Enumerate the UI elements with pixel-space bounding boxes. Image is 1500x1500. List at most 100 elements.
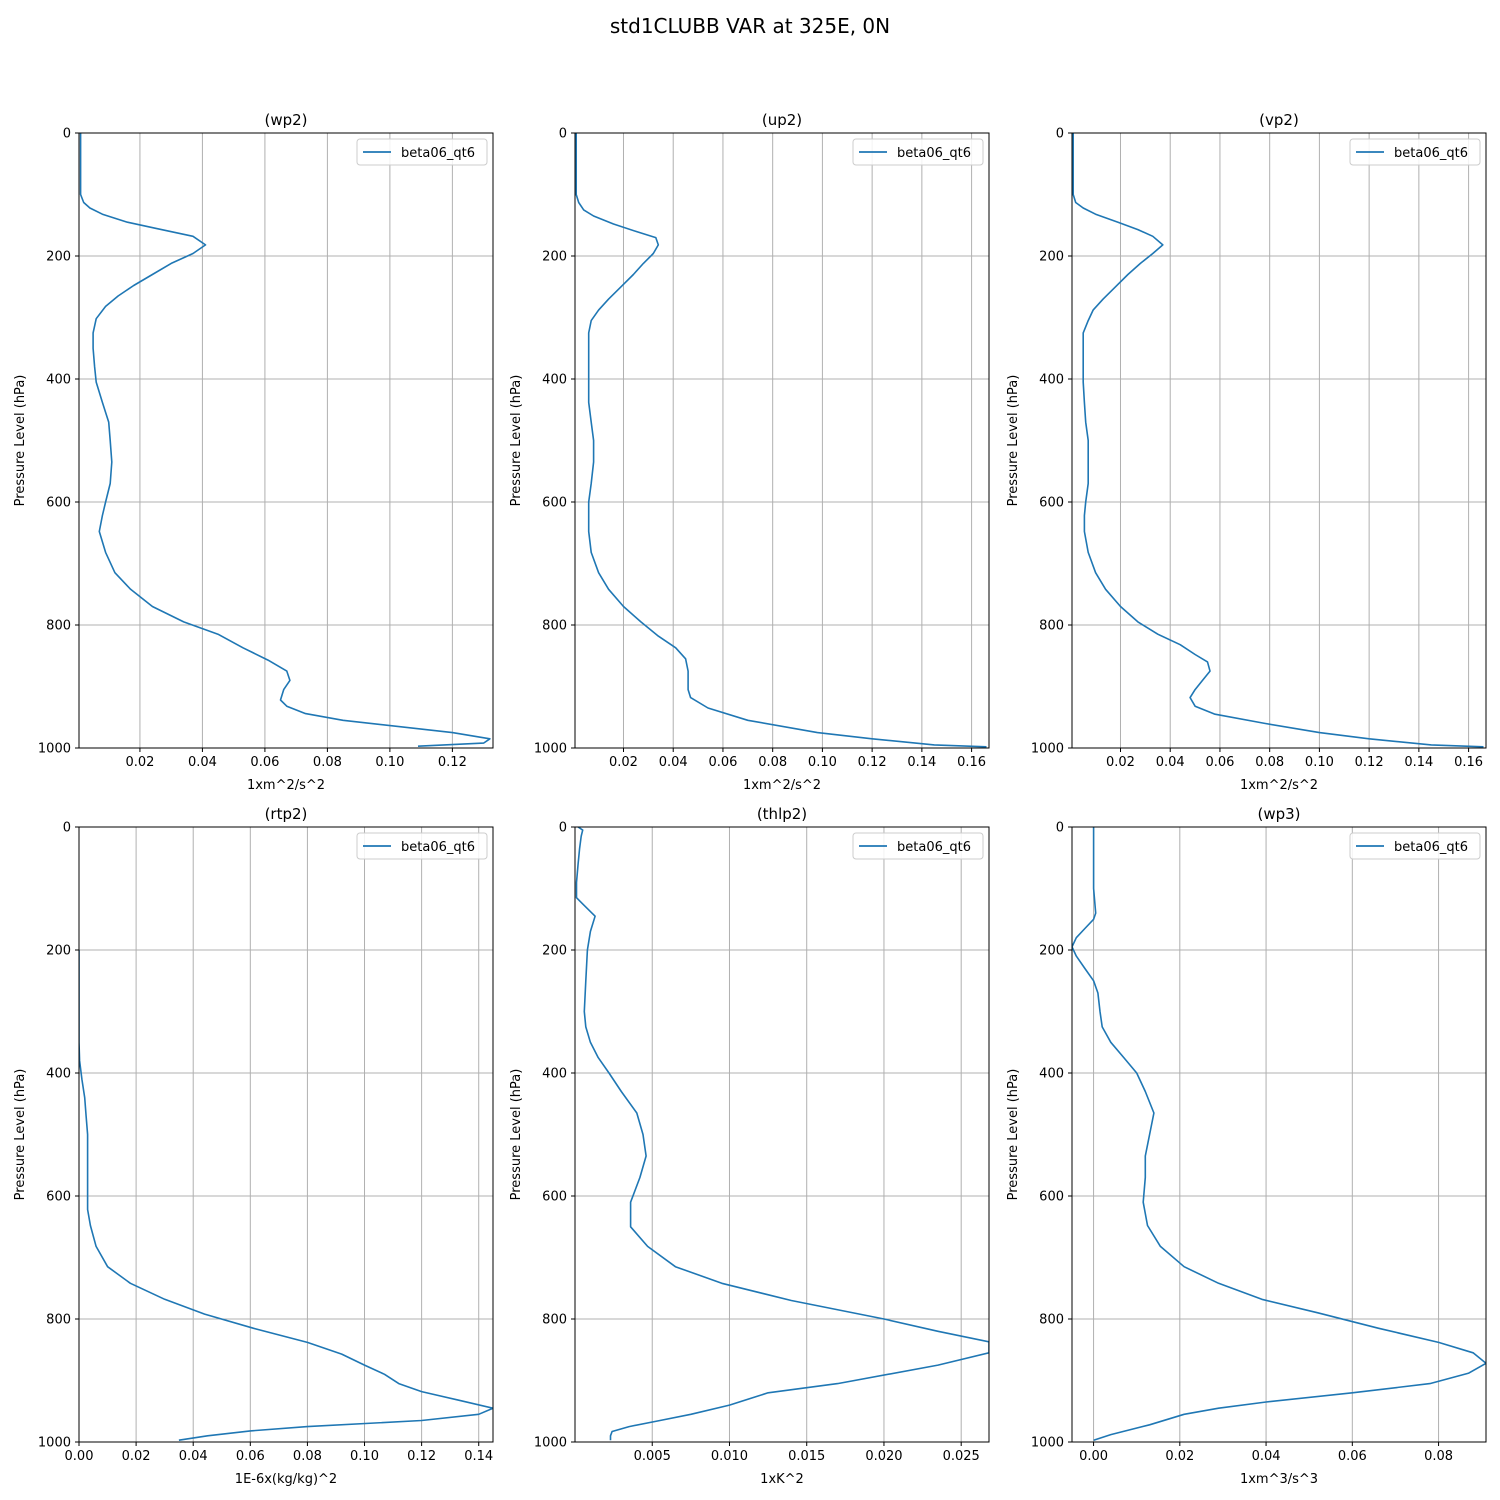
- x-tick-label: 0.14: [464, 1449, 493, 1464]
- legend: beta06_qt6: [356, 832, 488, 860]
- subplot-1: 0.02 0.04 0.06 0.08 0.10 0.12 0 200 400 600 800 100…: [13, 111, 494, 793]
- x-tick-label: 0.02: [609, 755, 638, 770]
- x-tick-label: 0.12: [1355, 755, 1384, 770]
- series-line-1: [575, 827, 989, 1441]
- y-axis-label: Pressure Level (hPa): [13, 1069, 28, 1201]
- figure-title: std1CLUBB VAR at 325E, 0N: [609, 14, 891, 38]
- x-tick-label: 0.04: [1156, 755, 1185, 770]
- series-line-1: [79, 133, 491, 747]
- legend-box: [852, 832, 984, 860]
- y-tick-label: 800: [542, 1313, 567, 1328]
- x-tick-label: 0.10: [375, 755, 404, 770]
- y-tick-label: 800: [46, 619, 71, 634]
- x-tick-label: 0.06: [1205, 755, 1234, 770]
- axes-frame: [574, 826, 990, 1443]
- legend-label: beta06_qt6: [897, 146, 971, 161]
- legend: beta06_qt6: [852, 138, 984, 166]
- x-tick-label: 0.010: [711, 1449, 748, 1464]
- y-axis-label: Pressure Level (hPa): [13, 375, 28, 507]
- y-tick-label: 400: [542, 1067, 567, 1082]
- subplot-title: (vp2): [1259, 111, 1299, 129]
- y-tick-label: 800: [542, 619, 567, 634]
- series-line-1: [575, 133, 987, 748]
- x-tick-label: 0.04: [1252, 1449, 1281, 1464]
- series-line-1: [1072, 827, 1486, 1441]
- x-tick-label: 0.00: [1079, 1449, 1108, 1464]
- x-axis-label: 1xK^2: [760, 1472, 804, 1487]
- y-tick-label: 0: [1056, 127, 1064, 142]
- y-tick-label: 0: [63, 821, 71, 836]
- subplot-6: 0.00 0.02 0.04 0.06 0.08 0 200 400 600 800 1000 (wp…: [1006, 805, 1487, 1487]
- y-tick-label: 800: [1039, 619, 1064, 634]
- y-tick-label: 200: [1039, 250, 1064, 265]
- y-tick-label: 200: [542, 250, 567, 265]
- y-tick-label: 400: [46, 1067, 71, 1082]
- y-tick-label: 200: [46, 944, 71, 959]
- subplot-title: (wp3): [1257, 805, 1300, 823]
- y-tick-label: 600: [46, 496, 71, 511]
- y-tick-label: 200: [542, 944, 567, 959]
- subplot-2: 0.02 0.04 0.06 0.08 0.10 0.12 0.14 0.16 0 200 400 6…: [509, 111, 990, 793]
- x-tick-label: 0.16: [957, 755, 986, 770]
- x-tick-label: 0.06: [708, 755, 737, 770]
- y-tick-label: 200: [46, 250, 71, 265]
- subplot-4: 0.00 0.02 0.04 0.06 0.08 0.10 0.12 0.14 0 200 400 6…: [13, 805, 494, 1487]
- x-tick-label: 0.025: [943, 1449, 980, 1464]
- x-tick-label: 0.10: [1305, 755, 1334, 770]
- subplot-title: (up2): [762, 111, 802, 129]
- legend-box: [1349, 138, 1481, 166]
- axes-frame: [78, 132, 494, 749]
- legend-box: [356, 832, 488, 860]
- series-line-1: [1072, 133, 1484, 748]
- x-tick-label: 0.02: [1165, 1449, 1194, 1464]
- y-tick-label: 1000: [38, 742, 71, 757]
- x-tick-label: 0.08: [758, 755, 787, 770]
- legend: beta06_qt6: [1349, 138, 1481, 166]
- legend: beta06_qt6: [852, 832, 984, 860]
- axes-frame: [78, 826, 494, 1443]
- legend-label: beta06_qt6: [897, 840, 971, 855]
- y-tick-label: 0: [559, 821, 567, 836]
- legend: beta06_qt6: [356, 138, 488, 166]
- y-tick-label: 1000: [1031, 742, 1064, 757]
- y-tick-label: 800: [46, 1313, 71, 1328]
- legend-label: beta06_qt6: [401, 146, 475, 161]
- x-tick-label: 0.005: [634, 1449, 671, 1464]
- legend-box: [1349, 832, 1481, 860]
- subplot-title: (thlp2): [757, 805, 807, 823]
- y-tick-label: 600: [46, 1190, 71, 1205]
- subplot-title: (rtp2): [265, 805, 308, 823]
- x-tick-label: 0.02: [1106, 755, 1135, 770]
- x-tick-label: 0.10: [350, 1449, 379, 1464]
- x-tick-label: 0.02: [125, 755, 154, 770]
- y-axis-label: Pressure Level (hPa): [1006, 1069, 1021, 1201]
- y-tick-label: 400: [46, 373, 71, 388]
- y-tick-label: 600: [1039, 1190, 1064, 1205]
- x-tick-label: 0.06: [1338, 1449, 1367, 1464]
- x-tick-label: 0.12: [438, 755, 467, 770]
- x-tick-label: 0.16: [1454, 755, 1483, 770]
- y-tick-label: 1000: [534, 1436, 567, 1451]
- y-tick-label: 400: [542, 373, 567, 388]
- axes-frame: [574, 132, 990, 749]
- y-tick-label: 600: [542, 496, 567, 511]
- x-tick-label: 0.08: [313, 755, 342, 770]
- x-axis-label: 1xm^2/s^2: [743, 778, 821, 793]
- legend-label: beta06_qt6: [1394, 146, 1468, 161]
- y-tick-label: 600: [542, 1190, 567, 1205]
- x-tick-label: 0.08: [293, 1449, 322, 1464]
- axes-frame: [1071, 826, 1487, 1443]
- y-tick-label: 0: [559, 127, 567, 142]
- x-tick-label: 0.020: [865, 1449, 902, 1464]
- y-tick-label: 1000: [534, 742, 567, 757]
- x-tick-label: 0.015: [788, 1449, 825, 1464]
- y-tick-label: 200: [1039, 944, 1064, 959]
- axes-frame: [1071, 132, 1487, 749]
- subplot-5: 0.005 0.010 0.015 0.020 0.025 0 200 400 600 800 10…: [509, 805, 990, 1487]
- y-axis-label: Pressure Level (hPa): [1006, 375, 1021, 507]
- subplot-title: (wp2): [264, 111, 307, 129]
- x-tick-label: 0.06: [250, 755, 279, 770]
- y-tick-label: 0: [1056, 821, 1064, 836]
- x-tick-label: 0.08: [1255, 755, 1284, 770]
